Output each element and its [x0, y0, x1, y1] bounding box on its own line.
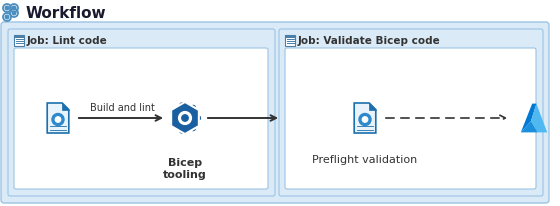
Circle shape [182, 115, 188, 122]
Polygon shape [354, 103, 376, 133]
Polygon shape [531, 104, 547, 133]
Text: Workflow: Workflow [26, 6, 106, 21]
Circle shape [196, 116, 200, 121]
FancyBboxPatch shape [285, 36, 295, 39]
Circle shape [52, 114, 64, 126]
Circle shape [5, 16, 9, 20]
FancyBboxPatch shape [285, 49, 536, 189]
Circle shape [180, 103, 184, 108]
Circle shape [362, 117, 368, 123]
Polygon shape [369, 103, 376, 110]
Polygon shape [521, 121, 538, 133]
FancyBboxPatch shape [8, 30, 275, 196]
Circle shape [180, 129, 184, 133]
Circle shape [12, 12, 16, 16]
Circle shape [171, 122, 175, 126]
Circle shape [55, 117, 60, 123]
Circle shape [5, 7, 9, 11]
FancyBboxPatch shape [285, 36, 295, 47]
FancyBboxPatch shape [14, 36, 24, 39]
Text: Job: Lint code: Job: Lint code [27, 36, 108, 46]
Circle shape [191, 126, 195, 131]
Text: Preflight validation: Preflight validation [312, 154, 418, 164]
Polygon shape [521, 104, 536, 133]
FancyBboxPatch shape [1, 23, 549, 203]
Polygon shape [171, 103, 199, 134]
Text: Build and lint: Build and lint [90, 103, 155, 112]
Polygon shape [47, 103, 69, 133]
Text: Bicep
tooling: Bicep tooling [163, 157, 207, 179]
FancyBboxPatch shape [14, 49, 268, 189]
Text: Job: Validate Bicep code: Job: Validate Bicep code [298, 36, 441, 46]
Polygon shape [62, 103, 69, 110]
Circle shape [191, 106, 195, 110]
Circle shape [12, 7, 16, 11]
FancyBboxPatch shape [14, 36, 24, 47]
Circle shape [359, 114, 371, 126]
Circle shape [171, 111, 175, 115]
Circle shape [179, 112, 192, 125]
FancyBboxPatch shape [279, 30, 543, 196]
